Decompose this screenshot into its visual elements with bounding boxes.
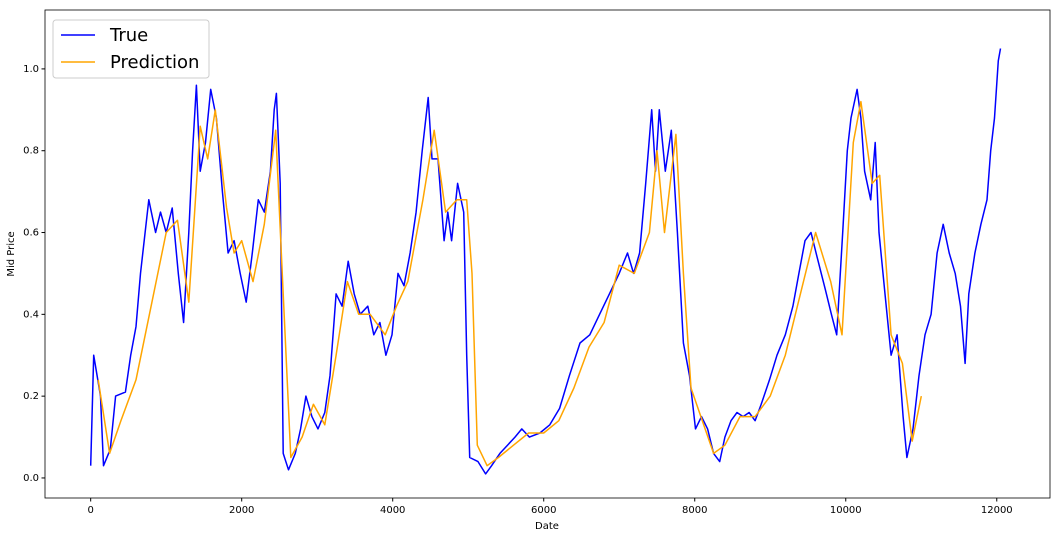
x-tick-label: 4000 bbox=[380, 505, 405, 516]
y-tick-label: 0.2 bbox=[23, 391, 39, 402]
y-tick-label: 1.0 bbox=[23, 64, 39, 75]
y-axis-label: Mid Price bbox=[6, 231, 17, 276]
x-tick-label: 12000 bbox=[981, 505, 1013, 516]
x-axis-label: Date bbox=[535, 521, 559, 532]
x-tick-label: 8000 bbox=[682, 505, 707, 516]
x-tick-label: 6000 bbox=[531, 505, 556, 516]
y-tick-label: 0.0 bbox=[23, 473, 39, 484]
series-line bbox=[89, 48, 1002, 475]
plot-frame bbox=[44, 9, 1051, 499]
y-tick-label: 0.6 bbox=[23, 228, 39, 239]
series-line bbox=[97, 100, 923, 467]
x-tick-label: 0 bbox=[87, 505, 93, 516]
y-tick-label: 0.4 bbox=[23, 309, 39, 320]
legend-label: True bbox=[109, 25, 148, 46]
legend-label: Prediction bbox=[110, 52, 199, 73]
y-tick-label: 0.8 bbox=[23, 146, 39, 157]
x-tick-label: 2000 bbox=[229, 505, 254, 516]
x-tick-label: 10000 bbox=[830, 505, 862, 516]
